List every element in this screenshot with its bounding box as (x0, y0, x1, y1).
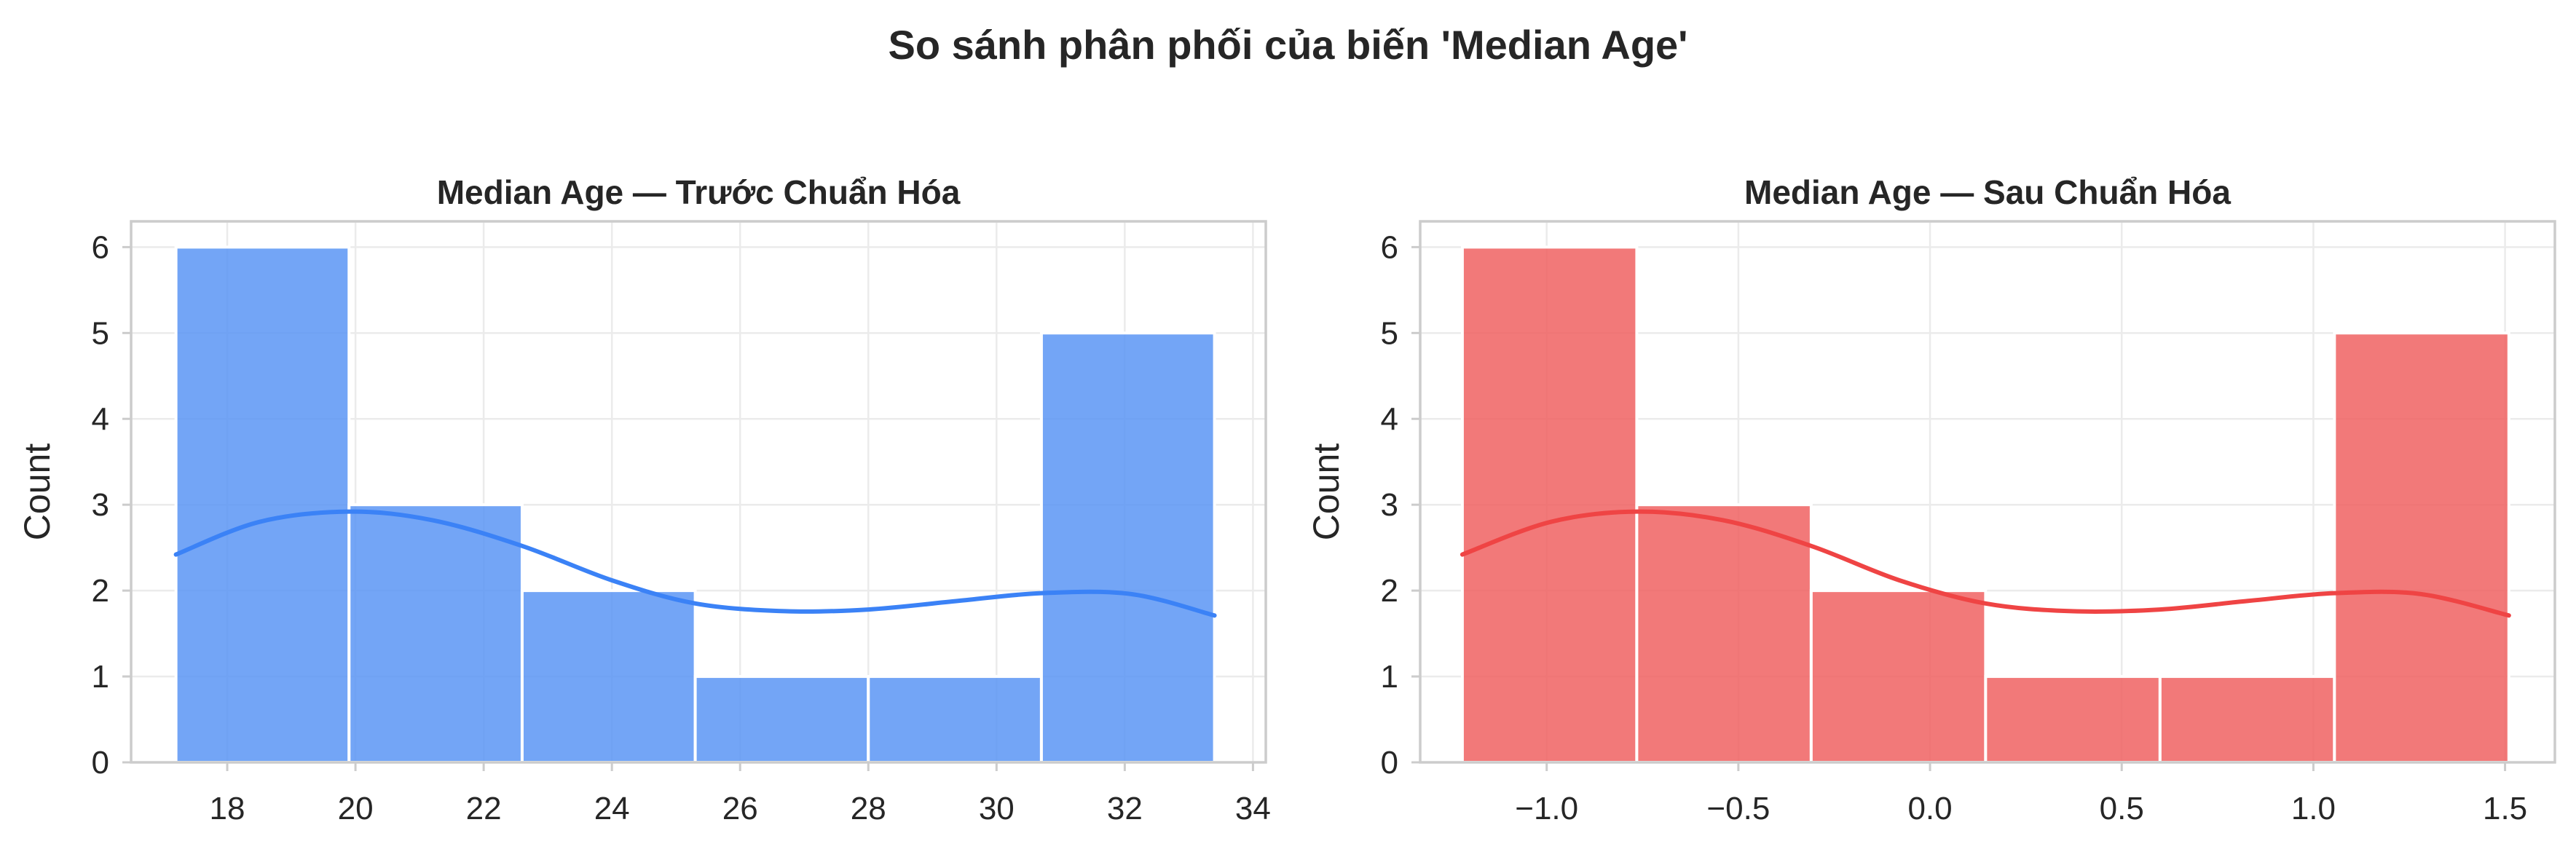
x-tick-label: 32 (1107, 791, 1143, 826)
histogram-bar (1635, 503, 1813, 764)
x-tick-label: −1.0 (1515, 791, 1578, 826)
y-tick-label: 0 (92, 745, 109, 781)
histogram-bar (693, 675, 870, 764)
x-tick-label: 34 (1235, 791, 1271, 826)
x-tick-label: 1.5 (2483, 791, 2527, 826)
histogram-bar (2333, 331, 2510, 765)
x-tick-label: −0.5 (1706, 791, 1770, 826)
x-tick-label: 18 (210, 791, 245, 826)
x-tick-label: 22 (466, 791, 502, 826)
x-tick-label: 0.5 (2100, 791, 2144, 826)
y-tick-label: 1 (92, 659, 109, 695)
histogram-bar (2158, 675, 2336, 764)
histogram-bar (867, 675, 1043, 764)
panel-after-normalization: 0 1 2 3 4 5 6 −1.0 −0.5 0.0 0.5 1.0 1.5 Median Age — … (1306, 173, 2556, 826)
axes-title: Median Age — Sau Chuẩn Hóa (1744, 173, 2231, 211)
axes-title: Median Age — Trước Chuẩn Hóa (437, 173, 961, 211)
y-tick-label: 1 (1381, 659, 1398, 695)
x-tick-label: 0.0 (1907, 791, 1952, 826)
x-tick-label: 24 (594, 791, 630, 826)
kde-line (173, 509, 1217, 618)
axes-frame (130, 220, 1267, 764)
histogram-bar (1984, 675, 2162, 764)
y-tick-label: 3 (92, 487, 109, 523)
y-axis-label: Count (17, 443, 58, 541)
y-tick-label: 2 (92, 573, 109, 609)
x-tick-label: 28 (851, 791, 886, 826)
y-tick-label: 3 (1381, 487, 1398, 523)
x-tick-label: 1.0 (2291, 791, 2336, 826)
y-tick-label: 5 (1381, 315, 1398, 351)
histogram-bar (174, 245, 351, 764)
y-tick-label: 6 (1381, 229, 1398, 265)
histogram-bar (347, 503, 524, 764)
y-tick-label: 5 (92, 315, 109, 351)
x-tick-label: 20 (338, 791, 374, 826)
y-tick-label: 4 (1381, 401, 1398, 437)
histogram-bar (1039, 331, 1216, 765)
y-tick-label: 0 (1381, 745, 1398, 781)
kde-line (1460, 509, 2511, 618)
x-tick-label: 30 (979, 791, 1015, 826)
axes-frame (1419, 220, 2556, 764)
histogram-bar (1460, 245, 1639, 764)
figure-title: So sánh phân phối của biến 'Median Age' (888, 22, 1688, 68)
x-tick-label: 26 (722, 791, 758, 826)
histogram-bar (1809, 589, 1988, 765)
y-tick-label: 2 (1381, 573, 1398, 609)
histogram-bar (520, 589, 697, 765)
y-tick-label: 4 (92, 401, 109, 437)
y-tick-label: 6 (92, 229, 109, 265)
y-axis-label: Count (1306, 443, 1347, 541)
